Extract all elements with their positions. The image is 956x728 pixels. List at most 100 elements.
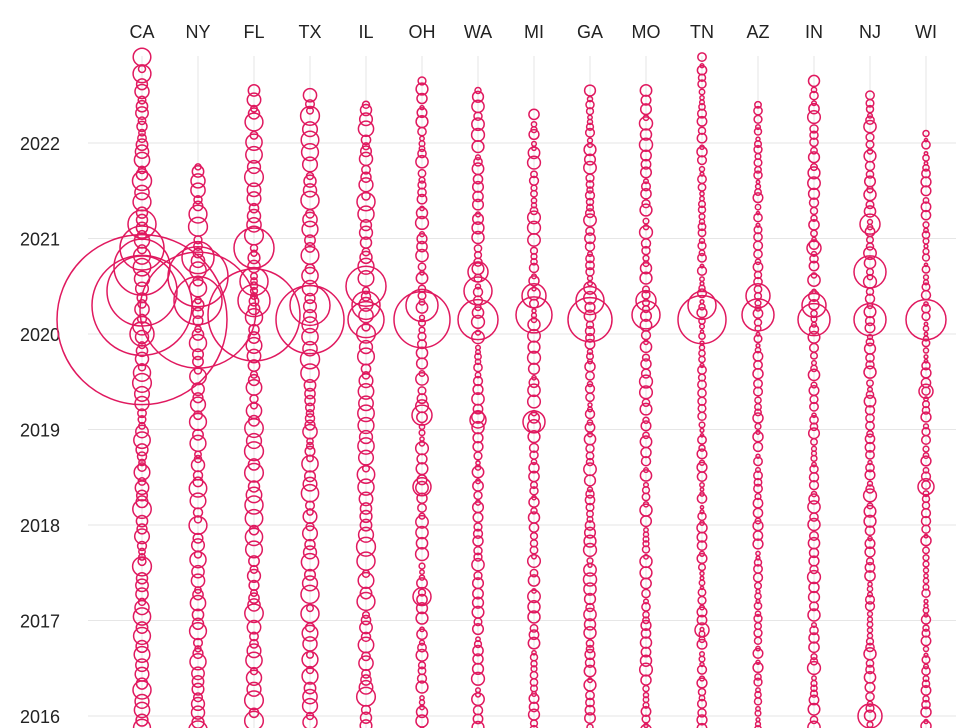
bubble-ga-7 (584, 127, 596, 138)
bubble-mo-64 (642, 598, 650, 605)
bubble-tn-48 (698, 355, 706, 364)
bubble-wa-17 (471, 230, 485, 245)
bubble-ga-34 (585, 320, 595, 330)
bubble-in-74 (808, 641, 820, 654)
bubble-tn-87 (696, 606, 708, 618)
bubble-in-1 (810, 86, 818, 94)
bubble-tx-9 (303, 174, 317, 188)
bubble-oh-56 (415, 514, 429, 529)
bubble-nj-57 (863, 504, 877, 518)
state-label-in: IN (805, 22, 823, 42)
bubble-ny-58 (189, 653, 207, 671)
bubble-oh-41 (416, 393, 428, 405)
bubble-in-60 (807, 517, 821, 532)
bubble-fl-64 (245, 651, 263, 670)
bubble-il-46 (357, 526, 375, 543)
large-bubble-oh-3 (412, 477, 432, 497)
bubble-oh-73 (417, 661, 427, 670)
bubble-il-11 (361, 191, 371, 201)
large-bubble-az-0 (741, 298, 775, 332)
bubble-tx-59 (301, 624, 319, 642)
bubble-nj-48 (864, 441, 876, 453)
bubble-mo-72 (639, 654, 653, 667)
bubble-ga-42 (585, 370, 595, 381)
bubble-ga-32 (584, 301, 596, 313)
bubble-il-9 (360, 171, 372, 183)
bubble-tn-57 (698, 421, 706, 429)
bubble-tn-33 (696, 265, 708, 276)
bubble-mo-7 (640, 149, 652, 162)
bubble-tx-69 (302, 714, 318, 728)
bubble-oh-64 (417, 588, 427, 597)
large-bubble-il-1 (347, 300, 385, 339)
bubble-oh-62 (418, 574, 426, 581)
bubble-il-44 (359, 509, 373, 524)
bubble-mo-8 (640, 158, 652, 170)
bubble-oh-70 (418, 639, 426, 646)
bubble-tx-14 (301, 220, 319, 238)
y-tick-label-2019: 2019 (20, 421, 60, 441)
bubble-in-79 (810, 679, 818, 688)
bubble-ny-54 (188, 621, 208, 641)
bubble-ca-13 (134, 144, 150, 159)
large-bubble-tn-0 (677, 294, 727, 345)
bubble-wi-0 (922, 129, 930, 138)
bubble-wi-37 (921, 360, 931, 371)
bubble-il-34 (357, 404, 375, 423)
bubble-wi-9 (920, 185, 932, 197)
bubble-tn-14 (696, 145, 708, 158)
bubble-tx-1 (304, 99, 316, 110)
bubble-wi-47 (920, 434, 932, 446)
state-label-ga: GA (577, 22, 603, 42)
bubble-mo-66 (642, 610, 650, 619)
bubble-tn-76 (696, 540, 708, 551)
bubble-tx-52 (300, 552, 320, 572)
bubble-mi-63 (527, 589, 541, 604)
bubbles (56, 47, 947, 728)
bubble-fl-23 (249, 286, 259, 296)
large-bubble-ga-0 (567, 296, 613, 343)
state-label-il: IL (358, 22, 373, 42)
bubble-oh-10 (417, 148, 427, 159)
large-bubble-ny-0 (139, 251, 257, 369)
bubble-wi-61 (920, 534, 932, 547)
bubble-tn-3 (697, 73, 707, 82)
large-bubble-wa-1 (463, 276, 493, 306)
bubble-ca-47 (135, 424, 149, 439)
large-bubble-wi-0 (905, 298, 947, 341)
large-bubble-in-0 (797, 302, 831, 337)
bubble-oh-2 (416, 92, 428, 105)
bubble-ga-74 (585, 602, 595, 613)
state-label-tn: TN (690, 22, 714, 42)
bubble-mo-12 (640, 187, 652, 200)
bubble-mi-17 (527, 233, 541, 247)
bubble-il-50 (357, 571, 375, 590)
bubble-nj-70 (864, 601, 876, 612)
large-bubble-mo-1 (635, 289, 657, 312)
bubble-ny-26 (191, 382, 205, 397)
bubble-ca-10 (138, 128, 146, 137)
state-label-fl: FL (243, 22, 264, 42)
bubble-in-9 (810, 146, 818, 155)
bubble-ga-13 (585, 173, 595, 183)
bubble-ga-79 (585, 644, 595, 654)
bubble-in-63 (808, 547, 820, 559)
bubble-in-44 (811, 412, 817, 419)
bubble-in-38 (810, 364, 818, 373)
bubble-az-2 (753, 114, 763, 124)
bubble-fl-24 (249, 291, 259, 301)
bubble-ca-4 (134, 83, 150, 100)
large-bubble-nj-3 (857, 703, 883, 728)
bubble-in-70 (807, 608, 821, 622)
bubble-tx-6 (300, 143, 320, 162)
bubble-tn-80 (699, 570, 705, 577)
bubble-nj-69 (864, 594, 876, 605)
bubble-nj-4 (865, 115, 875, 126)
bubble-az-41 (752, 367, 764, 380)
bubble-ca-63 (138, 547, 146, 556)
bubble-ny-21 (188, 333, 208, 353)
bubble-mi-61 (527, 574, 541, 587)
bubble-oh-11 (415, 154, 429, 169)
bubble-wi-86 (922, 695, 930, 703)
